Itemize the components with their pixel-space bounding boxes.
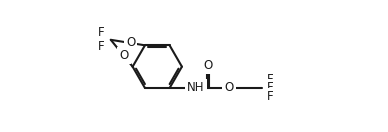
Text: NH: NH	[187, 81, 204, 95]
Text: O: O	[126, 36, 135, 49]
Text: O: O	[119, 49, 128, 62]
Text: F: F	[267, 73, 274, 86]
Text: F: F	[97, 26, 104, 39]
Text: F: F	[97, 40, 104, 53]
Text: F: F	[267, 90, 274, 103]
Text: F: F	[267, 81, 274, 95]
Text: O: O	[203, 59, 213, 72]
Text: O: O	[224, 81, 234, 95]
